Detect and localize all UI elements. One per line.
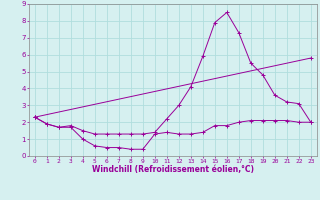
X-axis label: Windchill (Refroidissement éolien,°C): Windchill (Refroidissement éolien,°C) [92,165,254,174]
